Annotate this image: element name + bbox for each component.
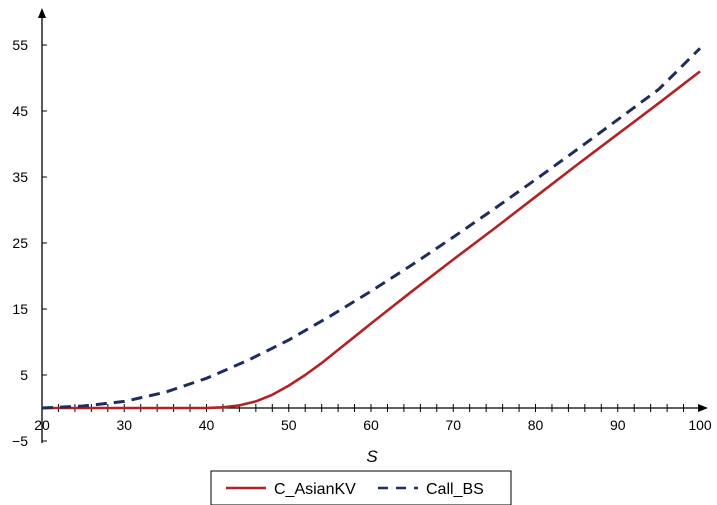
tick-marks: [42, 44, 685, 442]
y-tick-label: 5: [20, 367, 28, 383]
x-axis-arrow: [698, 404, 708, 412]
axes: [38, 8, 708, 443]
x-tick-label: 50: [281, 417, 297, 433]
x-tick-label: 90: [610, 417, 626, 433]
legend-label-c-asiankv: C_AsianKV: [274, 481, 356, 498]
y-tick-label: 45: [12, 103, 28, 119]
series-layer: [41, 47, 702, 410]
y-tick-label: 15: [12, 301, 28, 317]
x-tick-label: 80: [528, 417, 544, 433]
y-axis-arrow: [38, 8, 46, 18]
tick-labels: −5 5 15 25 35 45 55 20 30 40 50 60 70 80 90 100: [12, 37, 712, 449]
legend-label-call-bs: Call_BS: [426, 481, 484, 498]
y-tick-label: 35: [12, 169, 28, 185]
x-tick-label: 40: [199, 417, 215, 433]
series-line-call-bs: [41, 47, 702, 410]
x-tick-label: 20: [34, 417, 50, 433]
series-line-c-asiankv: [42, 70, 701, 410]
x-tick-label: 60: [363, 417, 379, 433]
legend: C_AsianKV Call_BS: [210, 470, 512, 505]
x-axis-label: S: [366, 447, 378, 466]
y-tick-label: 55: [12, 37, 28, 53]
x-tick-label: 30: [116, 417, 132, 433]
y-tick-label: 25: [12, 235, 28, 251]
y-tick-label: −5: [12, 433, 28, 449]
x-tick-label: 70: [445, 417, 461, 433]
x-tick-label: 100: [688, 417, 712, 433]
